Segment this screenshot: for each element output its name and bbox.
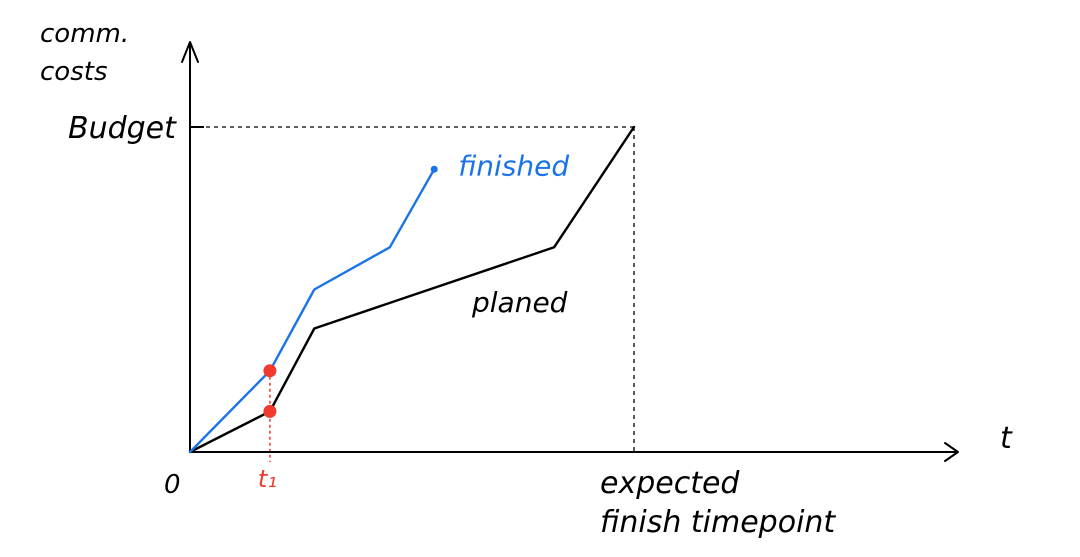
t1-label: t₁	[258, 465, 277, 493]
y-axis-label-line-2: costs	[40, 57, 108, 87]
budget-tick-label: Budget	[68, 111, 177, 146]
expected-finish-label-line-1: expected	[600, 466, 740, 501]
t1-marker-finished	[263, 364, 277, 378]
guide-lines	[190, 126, 635, 462]
labels-layer: comm. costs Budget 0 t t₁ expected finish timep…	[40, 19, 1013, 540]
series-label-planed: planed	[471, 286, 568, 319]
series-layer	[188, 125, 636, 454]
expected-finish-label-line-2: finish timepoint	[600, 505, 836, 540]
series-line-planed	[188, 125, 636, 454]
finished-end-point	[430, 165, 438, 173]
y-axis-label-line-1: comm.	[40, 19, 129, 49]
t1-marker-planed	[263, 404, 277, 418]
x-axis-arrow	[944, 442, 959, 462]
origin-label: 0	[164, 470, 181, 500]
y-axis-arrow	[181, 41, 199, 63]
axes	[181, 41, 959, 462]
markers-layer	[263, 165, 438, 418]
series-line-finished	[188, 168, 436, 454]
x-axis-label: t	[1000, 421, 1013, 456]
series-label-finished: finished	[458, 149, 569, 182]
